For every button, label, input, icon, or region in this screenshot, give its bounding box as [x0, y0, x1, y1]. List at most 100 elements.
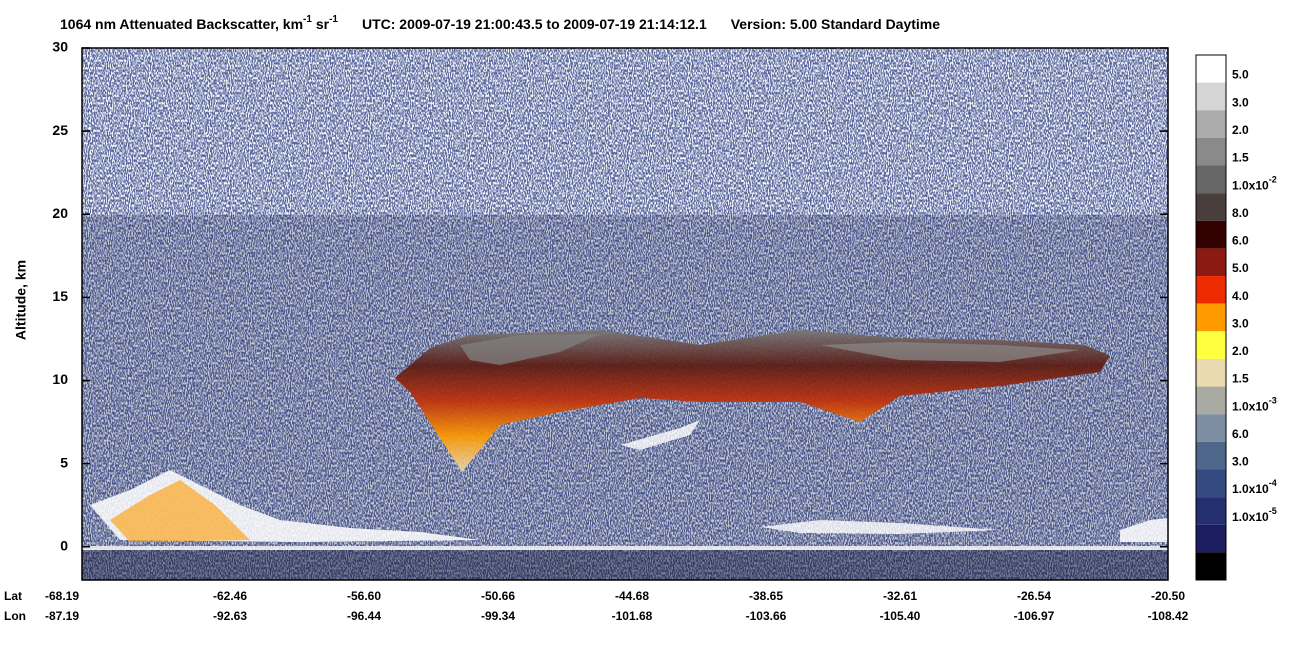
- colorbar-label-exponent: -2: [1269, 175, 1277, 185]
- colorbar-label: 1.0x10-3: [1232, 396, 1277, 414]
- backscatter-noise: [82, 48, 1168, 580]
- colorbar-swatch: [1196, 524, 1226, 553]
- colorbar-label-text: 5.0: [1232, 68, 1249, 82]
- colorbar-label: 6.0: [1232, 234, 1249, 248]
- y-tick-label: 30: [52, 39, 68, 55]
- colorbar-swatch: [1196, 303, 1226, 332]
- title-part: Version: 5.00 Standard Daytime: [731, 16, 941, 32]
- colorbar-label: 1.0x10-4: [1232, 479, 1277, 497]
- x-tick-label: -68.19: [45, 589, 79, 603]
- surface-return: [82, 546, 1168, 550]
- colorbar-label: 3.0: [1232, 96, 1249, 110]
- x-tick-label: -105.40: [880, 609, 921, 623]
- x-tick-label: -108.42: [1148, 609, 1189, 623]
- y-tick-label: 5: [60, 454, 68, 470]
- colorbar-label-text: 1.0x10: [1232, 178, 1269, 192]
- colorbar-label: 1.0x10-5: [1232, 506, 1277, 524]
- low-cloud: [110, 480, 250, 542]
- colorbar-label-text: 5.0: [1232, 261, 1249, 275]
- colorbar-swatch: [1196, 441, 1226, 470]
- title-superscript: -1: [329, 14, 338, 25]
- x-tick-label: -44.68: [615, 589, 649, 603]
- x-tick-label: -62.46: [213, 589, 247, 603]
- colorbar-label-text: 8.0: [1232, 206, 1249, 220]
- colorbar-swatch: [1196, 497, 1226, 525]
- colorbar-swatch: [1196, 165, 1226, 194]
- colorbar-label-text: 6.0: [1232, 234, 1249, 248]
- colorbar-swatch: [1196, 193, 1226, 221]
- x-tick-label: -101.68: [612, 609, 653, 623]
- low-cloud: [760, 520, 1000, 534]
- x-tick-label: -56.60: [347, 589, 381, 603]
- y-tick-label: 25: [52, 122, 68, 138]
- colorbar-swatch: [1196, 414, 1226, 442]
- x-tick-label: -26.54: [1017, 589, 1051, 603]
- colorbar-swatch: [1196, 82, 1226, 111]
- colorbar-swatch: [1196, 358, 1226, 387]
- cloud-layer: [395, 330, 1110, 472]
- colorbar-label-text: 3.0: [1232, 96, 1249, 110]
- subsurface: [82, 550, 1168, 580]
- colorbar-label-text: 1.5: [1232, 372, 1249, 386]
- x-tick-label: -103.66: [746, 609, 787, 623]
- x-tick-label: -92.63: [213, 609, 247, 623]
- colorbar-label: 5.0: [1232, 261, 1249, 275]
- colorbar-label: 6.0: [1232, 427, 1249, 441]
- x-row-name: Lat: [4, 589, 22, 603]
- colorbar-swatch: [1196, 276, 1226, 304]
- colorbar-label-text: 1.0x10: [1232, 399, 1269, 413]
- colorbar-swatch: [1196, 469, 1226, 498]
- colorbar-label: 5.0: [1232, 68, 1249, 82]
- y-tick-label: 10: [52, 371, 68, 387]
- colorbar-label-text: 1.5: [1232, 151, 1249, 165]
- colorbar-label-exponent: -5: [1269, 506, 1277, 516]
- colorbar-label: 2.0: [1232, 123, 1249, 137]
- colorbar-label: 1.5: [1232, 372, 1249, 386]
- colorbar-label-text: 1.0x10: [1232, 510, 1269, 524]
- colorbar-label-text: 2.0: [1232, 123, 1249, 137]
- colorbar-label: 1.5: [1232, 151, 1249, 165]
- x-tick-label: -99.34: [481, 609, 515, 623]
- colorbar-label-text: 4.0: [1232, 289, 1249, 303]
- colorbar-label-text: 6.0: [1232, 427, 1249, 441]
- low-cloud: [1120, 518, 1168, 542]
- x-tick-label: -96.44: [347, 609, 381, 623]
- title-superscript: -1: [303, 14, 312, 25]
- colorbar-label-exponent: -4: [1269, 479, 1277, 489]
- x-tick-label: -20.50: [1151, 589, 1185, 603]
- x-tick-label: -106.97: [1014, 609, 1055, 623]
- colorbar-swatch: [1196, 248, 1226, 277]
- plot-image: [81, 47, 1169, 581]
- colorbar-label: 1.0x10-2: [1232, 175, 1277, 193]
- colorbar-label-text: 1.0x10: [1232, 482, 1269, 496]
- colorbar-label-text: 3.0: [1232, 455, 1249, 469]
- x-row-name: Lon: [4, 609, 26, 623]
- chart-title: 1064 nm Attenuated Backscatter, km-1​ sr…: [60, 14, 940, 32]
- colorbar-swatch: [1196, 110, 1226, 138]
- low-cloud: [620, 420, 700, 450]
- colorbar-swatch: [1196, 220, 1226, 249]
- y-axis-label: Altitude, km: [13, 260, 29, 340]
- title-part: 1064 nm Attenuated Backscatter, km: [60, 16, 303, 32]
- colorbar-label-exponent: -3: [1269, 396, 1277, 406]
- colorbar-label: 3.0: [1232, 455, 1249, 469]
- colorbar-label: 2.0: [1232, 344, 1249, 358]
- colorbar-label-text: 3.0: [1232, 317, 1249, 331]
- colorbar-swatch: [1196, 386, 1226, 415]
- plot-frame: [81, 47, 1169, 581]
- colorbar-label-text: 2.0: [1232, 344, 1249, 358]
- y-tick-label: 20: [52, 205, 68, 221]
- y-tick-label: 0: [60, 537, 68, 553]
- x-tick-label: -38.65: [749, 589, 783, 603]
- colorbar-swatch: [1196, 331, 1226, 359]
- colorbar-swatch: [1196, 55, 1226, 83]
- cloud-core: [460, 334, 600, 365]
- cloud-core: [820, 342, 1080, 362]
- x-tick-label: -87.19: [45, 609, 79, 623]
- title-part: UTC: 2009-07-19 21:00:43.5 to 2009-07-19…: [362, 16, 707, 32]
- colorbar-frame: [1195, 54, 1227, 581]
- title-part: sr: [312, 16, 330, 32]
